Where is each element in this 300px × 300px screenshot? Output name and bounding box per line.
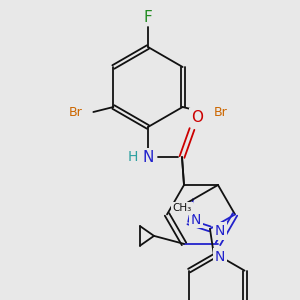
- Text: N: N: [142, 149, 154, 164]
- Text: Br: Br: [214, 106, 227, 118]
- Text: N: N: [215, 224, 225, 238]
- Text: CH₃: CH₃: [172, 203, 191, 214]
- Text: O: O: [191, 110, 203, 124]
- Text: Br: Br: [68, 106, 82, 118]
- Text: F: F: [144, 10, 152, 25]
- Text: N: N: [191, 213, 201, 227]
- Text: H: H: [128, 150, 138, 164]
- Text: N: N: [215, 250, 225, 264]
